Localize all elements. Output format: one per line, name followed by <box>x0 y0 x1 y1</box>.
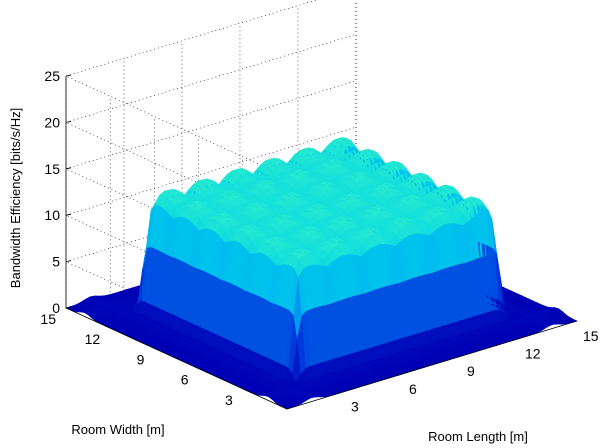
x-axis-label: Room Length [m] <box>428 429 528 444</box>
y-tick-label: 3 <box>225 392 233 408</box>
z-tick-label: 0 <box>52 300 60 316</box>
z-axis-label: Bandwidth Efficiency [bits/s/Hz] <box>8 108 23 288</box>
y-axis-line <box>65 307 288 410</box>
z-tick-label: 25 <box>44 68 60 84</box>
grid-line <box>65 75 288 178</box>
grid-line <box>65 34 357 123</box>
z-tick-mark <box>65 260 72 262</box>
y-axis-label: Room Width [m] <box>71 422 164 437</box>
z-tick-mark <box>65 167 72 170</box>
y-tick-label: 12 <box>85 331 101 347</box>
z-tick-mark <box>65 74 72 77</box>
x-tick-label: 3 <box>351 398 359 414</box>
z-tick-label: 15 <box>44 161 60 177</box>
grid-line <box>65 0 318 77</box>
surface-mesh <box>65 137 578 410</box>
x-tick-label: 6 <box>409 381 417 397</box>
x-axis-line <box>286 320 578 410</box>
z-tick-mark <box>65 121 72 123</box>
tick-labels: 0 5 10 15 20 25 3 6 9 12 15 3 6 9 12 15 <box>40 68 598 414</box>
z-tick-label: 20 <box>44 114 60 130</box>
x-tick-label: 9 <box>467 363 475 379</box>
axis-lines <box>65 74 578 410</box>
y-tick-label: 6 <box>181 372 189 388</box>
y-tick-label: 9 <box>137 351 145 367</box>
x-tick-label: 15 <box>583 328 599 344</box>
y-tick-label: 15 <box>40 311 56 327</box>
grid-line <box>65 80 357 170</box>
z-tick-mark <box>65 213 72 216</box>
grid-line <box>65 126 357 216</box>
z-tick-label: 10 <box>44 207 60 223</box>
z-tick-mark <box>65 306 72 309</box>
z-tick-label: 5 <box>52 254 60 270</box>
x-tick-label: 12 <box>525 346 541 362</box>
